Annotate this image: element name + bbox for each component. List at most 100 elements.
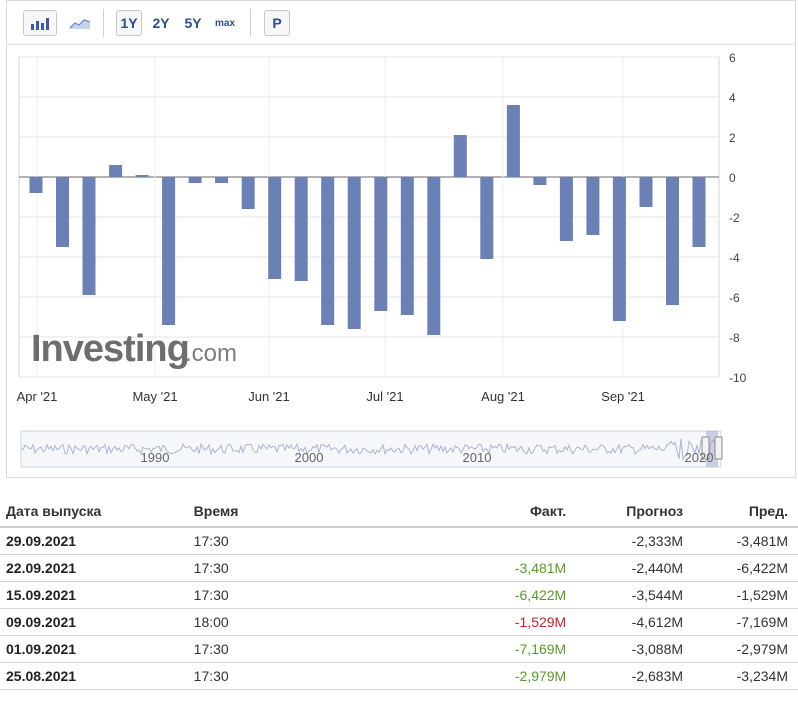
row-fact: -2,979M [390, 662, 567, 690]
row-forecast: -2,683M [566, 662, 684, 690]
toolbar-separator [103, 9, 104, 37]
x-tick-label: Jun '21 [248, 389, 290, 404]
bar [162, 177, 176, 325]
table-row: 29.09.2021 17:30 -2,333M -3,481M [0, 527, 798, 555]
bar [612, 177, 626, 321]
row-forecast: -3,088M [566, 635, 684, 663]
row-time: 17:30 [193, 554, 391, 582]
period-max-button[interactable]: max [214, 17, 235, 29]
bar [135, 175, 149, 177]
row-time: 17:30 [193, 662, 391, 690]
table-row: 01.09.2021 17:30 -7,169M -3,088M -2,979M [0, 635, 798, 663]
area-chart-icon[interactable] [63, 10, 97, 36]
bar [188, 177, 202, 183]
bar [586, 177, 600, 235]
y-tick-label: -8 [729, 331, 740, 345]
row-date: 22.09.2021 [0, 554, 194, 582]
row-previous: -2,979M [683, 635, 798, 663]
row-date: 09.09.2021 [0, 608, 194, 636]
x-tick-label: Jul '21 [366, 389, 403, 404]
economic-data-table: Дата выпуска Время Факт. Прогноз Пред. 2… [0, 496, 798, 690]
toolbar-separator [250, 9, 251, 37]
row-fact: -1,529M [390, 608, 567, 636]
bar-chart: 6 4 2 0 -2 -4 -6 -8 -10 Apr '21 May '21 Jun '21 Jul… [17, 51, 747, 468]
bar-chart-icon[interactable] [23, 10, 57, 36]
x-tick-label: May '21 [132, 389, 177, 404]
table-row: 09.09.2021 18:00 -1,529M -4,612M -7,169M [0, 608, 798, 636]
bar [666, 177, 679, 305]
row-time: 17:30 [193, 581, 391, 609]
table-row: 15.09.2021 17:30 -6,422M -3,544M -1,529M [0, 581, 798, 609]
time-navigator[interactable]: 1990 2000 2010 2020 [20, 430, 723, 468]
row-previous: -6,422M [683, 554, 798, 582]
row-previous: -7,169M [683, 608, 798, 636]
bar [692, 177, 706, 247]
row-date: 01.09.2021 [0, 635, 194, 663]
y-tick-label: -10 [729, 371, 747, 385]
navigator-year-label: 2000 [295, 450, 324, 465]
investing-watermark: Investing .com [31, 328, 237, 370]
bar [56, 177, 69, 247]
y-tick-label: 4 [729, 91, 736, 105]
table-row: 22.09.2021 17:30 -3,481M -2,440M -6,422M [0, 554, 798, 582]
navigator-year-label: 2010 [463, 450, 492, 465]
period-5y-button[interactable]: 5Y [184, 15, 202, 31]
y-tick-label: -6 [729, 291, 740, 305]
table-header-row: Дата выпуска Время Факт. Прогноз Пред. [0, 496, 798, 528]
y-tick-label: 2 [729, 131, 736, 145]
row-previous: -3,234M [683, 662, 798, 690]
row-time: 17:30 [193, 527, 391, 555]
y-tick-label: 0 [729, 171, 736, 185]
chart-toolbar: 1Y 2Y 5Y max P [7, 1, 795, 45]
row-fact: -3,481M [390, 554, 567, 582]
bar [453, 135, 467, 177]
x-tick-label: Sep '21 [601, 389, 645, 404]
navigator-right-handle [714, 436, 723, 460]
row-forecast: -4,612M [566, 608, 684, 636]
y-axis-labels: 6 4 2 0 -2 -4 -6 -8 -10 [729, 51, 747, 385]
row-date: 25.08.2021 [0, 662, 194, 690]
bar [29, 177, 43, 193]
navigator-year-label: 2020 [685, 450, 714, 465]
row-forecast: -3,544M [566, 581, 684, 609]
col-header-time[interactable]: Время [193, 496, 391, 528]
navigator-year-label: 1990 [141, 450, 170, 465]
x-axis-labels: Apr '21 May '21 Jun '21 Jul '21 Aug '21 Sep '… [17, 389, 645, 404]
col-header-fact[interactable]: Факт. [390, 496, 567, 528]
bar [374, 177, 388, 311]
navigator-series [20, 438, 722, 461]
y-tick-label: 6 [729, 51, 736, 65]
watermark-brand: Investing [31, 328, 189, 370]
bar [321, 177, 335, 325]
row-date: 15.09.2021 [0, 581, 194, 609]
p-button[interactable]: P [264, 10, 290, 36]
bar [241, 177, 255, 209]
bar [82, 177, 96, 295]
col-header-previous[interactable]: Пред. [683, 496, 798, 528]
x-tick-label: Apr '21 [17, 389, 58, 404]
row-previous: -1,529M [683, 581, 798, 609]
bar [215, 177, 229, 183]
bar [639, 177, 653, 207]
bar [559, 177, 573, 241]
row-fact [390, 527, 567, 555]
table-body: 29.09.2021 17:30 -2,333M -3,481M 22.09.2… [0, 527, 798, 690]
bar [347, 177, 361, 329]
table-row: 25.08.2021 17:30 -2,979M -2,683M -3,234M [0, 662, 798, 690]
bar [268, 177, 282, 279]
row-fact: -6,422M [390, 581, 567, 609]
row-fact: -7,169M [390, 635, 567, 663]
x-tick-label: Aug '21 [481, 389, 525, 404]
col-header-forecast[interactable]: Прогноз [566, 496, 684, 528]
bar [427, 177, 441, 335]
row-time: 17:30 [193, 635, 391, 663]
col-header-date[interactable]: Дата выпуска [0, 496, 194, 528]
y-tick-label: -2 [729, 211, 740, 225]
bar [533, 177, 547, 185]
bar [294, 177, 308, 281]
period-1y-button[interactable]: 1Y [116, 10, 142, 36]
row-forecast: -2,333M [566, 527, 684, 555]
period-2y-button[interactable]: 2Y [152, 15, 170, 31]
row-previous: -3,481M [683, 527, 798, 555]
y-tick-label: -4 [729, 251, 740, 265]
